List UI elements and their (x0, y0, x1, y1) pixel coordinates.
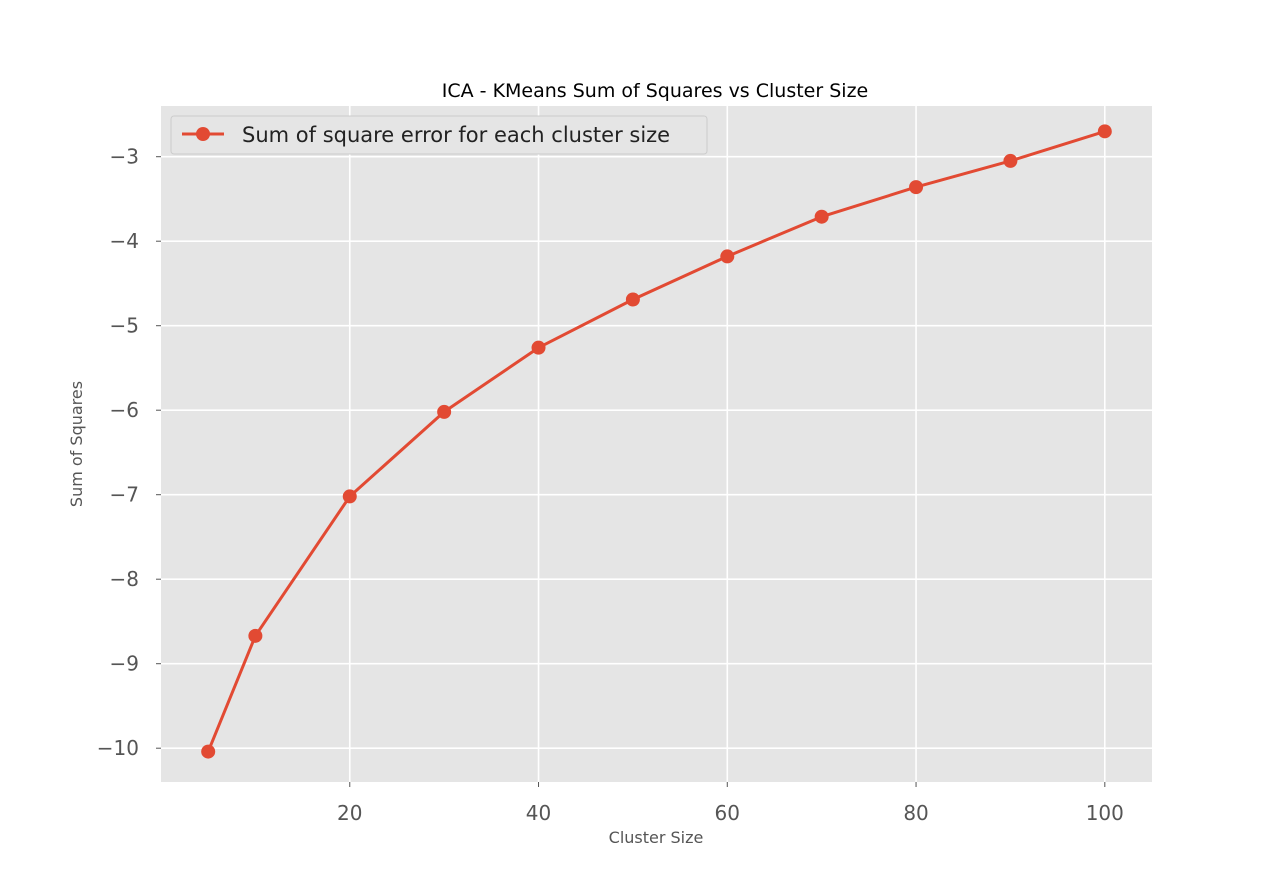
y-tick-label: −3 (110, 145, 139, 169)
data-point (342, 489, 357, 504)
y-tick-label: −6 (110, 398, 139, 422)
legend: Sum of square error for each cluster siz… (170, 115, 708, 155)
x-tick-label: 40 (526, 801, 551, 825)
x-tick-label: 100 (1086, 801, 1124, 825)
x-tick-label: 80 (903, 801, 928, 825)
y-tick-label: −9 (110, 652, 139, 676)
data-point (814, 209, 829, 224)
series-layer (201, 124, 1112, 759)
data-point (248, 628, 263, 643)
x-axis-ticks: 20 40 60 80 100 (337, 782, 1124, 825)
data-point (1097, 124, 1112, 139)
grid-lines (161, 106, 1152, 782)
y-tick-label: −8 (110, 567, 139, 591)
data-point (531, 340, 546, 355)
y-tick-label: −4 (110, 229, 139, 253)
legend-label: Sum of square error for each cluster siz… (242, 123, 670, 147)
chart-title: ICA - KMeans Sum of Squares vs Cluster S… (442, 80, 868, 102)
y-tick-label: −10 (97, 736, 139, 760)
data-point (1003, 153, 1018, 168)
x-tick-label: 20 (337, 801, 362, 825)
y-tick-label: −7 (110, 483, 139, 507)
data-point (720, 249, 735, 264)
y-axis-ticks: −10 −9 −8 −7 −6 −5 −4 −3 (97, 145, 161, 760)
y-axis-label: Sum of Squares (67, 381, 86, 507)
legend-box (170, 115, 708, 155)
legend-marker-swatch (196, 127, 210, 141)
y-tick-label: −5 (110, 314, 139, 338)
x-axis-label: Cluster Size (609, 828, 704, 847)
data-point (201, 744, 216, 759)
plot-background (161, 106, 1152, 782)
data-point (625, 292, 640, 307)
plot-area (161, 106, 1152, 782)
data-point (909, 180, 924, 195)
data-point (437, 404, 452, 419)
x-tick-label: 60 (715, 801, 740, 825)
